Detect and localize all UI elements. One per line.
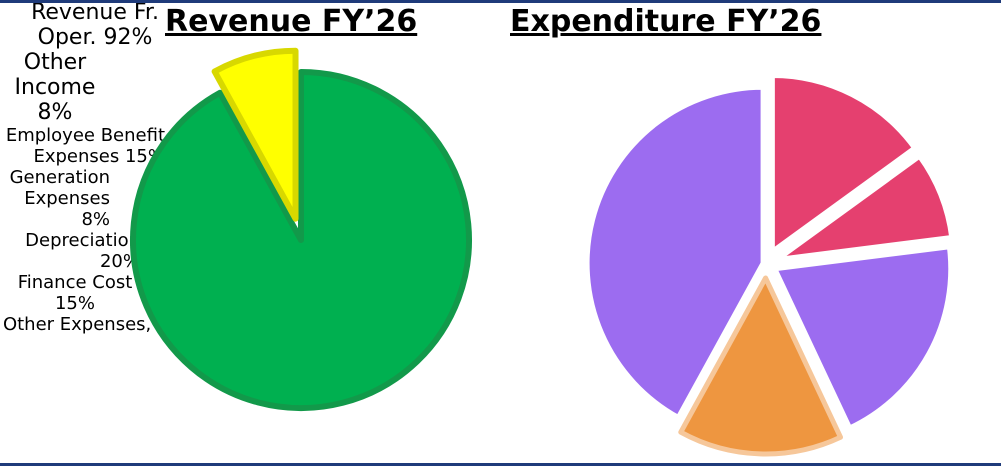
pie-slice	[211, 47, 299, 222]
pie-slice	[678, 275, 843, 457]
slice-label: Depreciation 20%	[0, 230, 140, 272]
pie-slice	[130, 69, 472, 411]
category-label: Employee Benefit Expenses	[5, 125, 165, 167]
value-label: 15%	[54, 293, 95, 314]
category-label: Finance Cost	[17, 272, 133, 293]
value-label: 20%	[99, 251, 140, 272]
chart-title: Revenue FY’26	[165, 4, 418, 39]
pie-slice	[584, 84, 766, 420]
chart-title: Expenditure FY’26	[510, 4, 822, 39]
pie-slice	[774, 153, 955, 263]
value-label: 8%	[81, 209, 110, 230]
value-label: 92%	[103, 25, 153, 50]
top-rule	[0, 0, 1001, 3]
slice-label: Other Income 8%	[0, 50, 110, 125]
category-label: Other Expenses,	[2, 314, 152, 335]
category-label: Generation Expenses	[9, 167, 110, 209]
slice-label: Generation Expenses 8%	[0, 167, 110, 230]
value-label: 8%	[37, 100, 73, 125]
pie-slice	[772, 244, 954, 431]
category-label: Revenue Fr. Oper.	[31, 0, 159, 50]
pie-slice	[769, 73, 918, 255]
bottom-rule	[0, 463, 1001, 466]
slice-label: Revenue Fr. Oper. 92%	[0, 0, 190, 50]
slice-label: Finance Cost 15%	[0, 272, 150, 314]
category-label: Depreciation	[25, 230, 140, 251]
category-label: Other Income	[14, 50, 96, 100]
